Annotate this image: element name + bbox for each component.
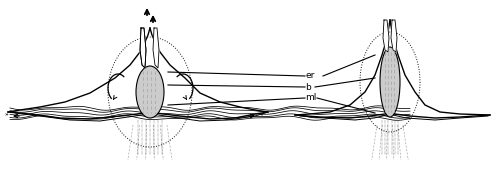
Polygon shape	[391, 20, 397, 52]
Text: b: b	[305, 83, 311, 92]
Text: er: er	[305, 71, 314, 80]
Text: ml: ml	[305, 93, 316, 102]
Text: »: »	[4, 112, 8, 117]
Polygon shape	[383, 20, 389, 52]
Text: «: «	[260, 112, 264, 117]
Ellipse shape	[380, 47, 400, 117]
Polygon shape	[153, 28, 159, 68]
Ellipse shape	[136, 66, 164, 118]
Polygon shape	[140, 28, 146, 68]
